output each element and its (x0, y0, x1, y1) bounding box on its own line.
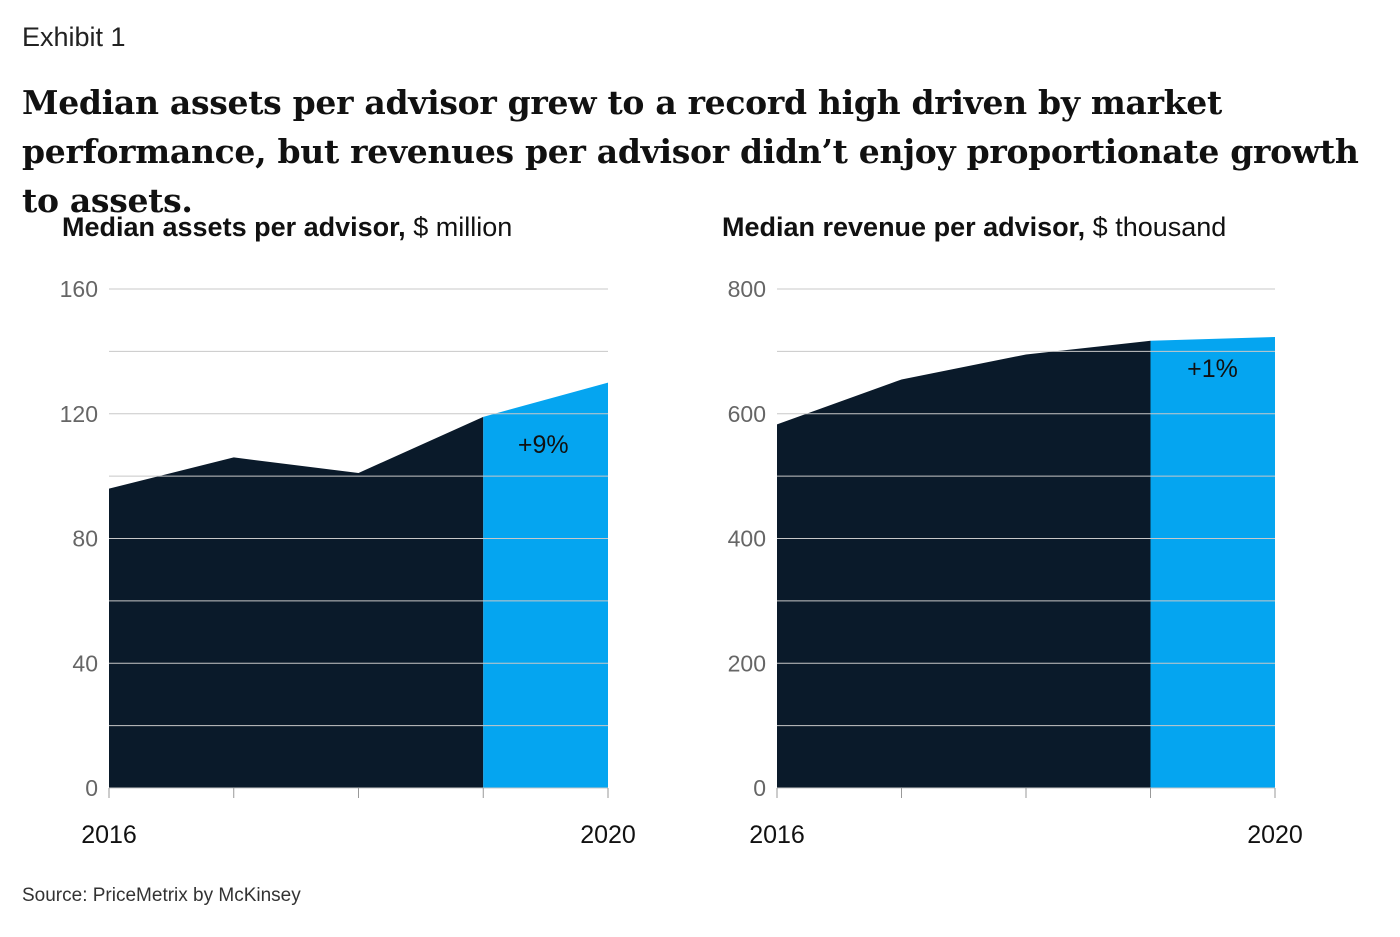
x-tick-label-chart-1-0: 2016 (749, 821, 805, 849)
x-tick-label-chart-0-4: 2020 (580, 821, 636, 849)
chart-title-assets: Median assets per advisor, $ million (62, 212, 512, 243)
y-tick-label-chart-1-3: 600 (728, 401, 766, 427)
annotation-chart-1: +1% (1187, 355, 1238, 383)
y-tick-label-chart-1-2: 400 (728, 526, 766, 552)
chart-title-assets-bold: Median assets per advisor, (62, 212, 406, 242)
y-tick-label-chart-0-1: 40 (72, 650, 98, 676)
exhibit-label: Exhibit 1 (22, 22, 126, 52)
headline: Median assets per advisor grew to a reco… (22, 83, 1359, 220)
area-historical-chart-0 (109, 416, 484, 788)
y-tick-label-chart-0-3: 120 (60, 401, 98, 427)
chart-title-revenue-bold: Median revenue per advisor, (722, 212, 1086, 242)
y-tick-label-chart-1-4: 800 (728, 276, 766, 302)
y-tick-label-chart-1-1: 200 (728, 650, 766, 676)
chart-title-revenue: Median revenue per advisor, $ thousand (722, 212, 1226, 243)
area-recent-chart-1 (1150, 337, 1275, 788)
x-tick-label-chart-1-4: 2020 (1247, 821, 1303, 849)
area-historical-chart-1 (777, 340, 1151, 788)
source-note: Source: PriceMetrix by McKinsey (22, 885, 301, 906)
y-tick-label-chart-1-0: 0 (753, 775, 766, 801)
y-tick-label-chart-0-2: 80 (72, 526, 98, 552)
chart-title-assets-unit: $ million (413, 212, 513, 242)
annotation-chart-0: +9% (518, 431, 569, 459)
chart-title-revenue-unit: $ thousand (1092, 212, 1227, 242)
area-recent-chart-0 (483, 382, 608, 788)
y-tick-label-chart-0-0: 0 (85, 775, 98, 801)
x-tick-label-chart-0-0: 2016 (81, 821, 137, 849)
y-tick-label-chart-0-4: 160 (60, 276, 98, 302)
